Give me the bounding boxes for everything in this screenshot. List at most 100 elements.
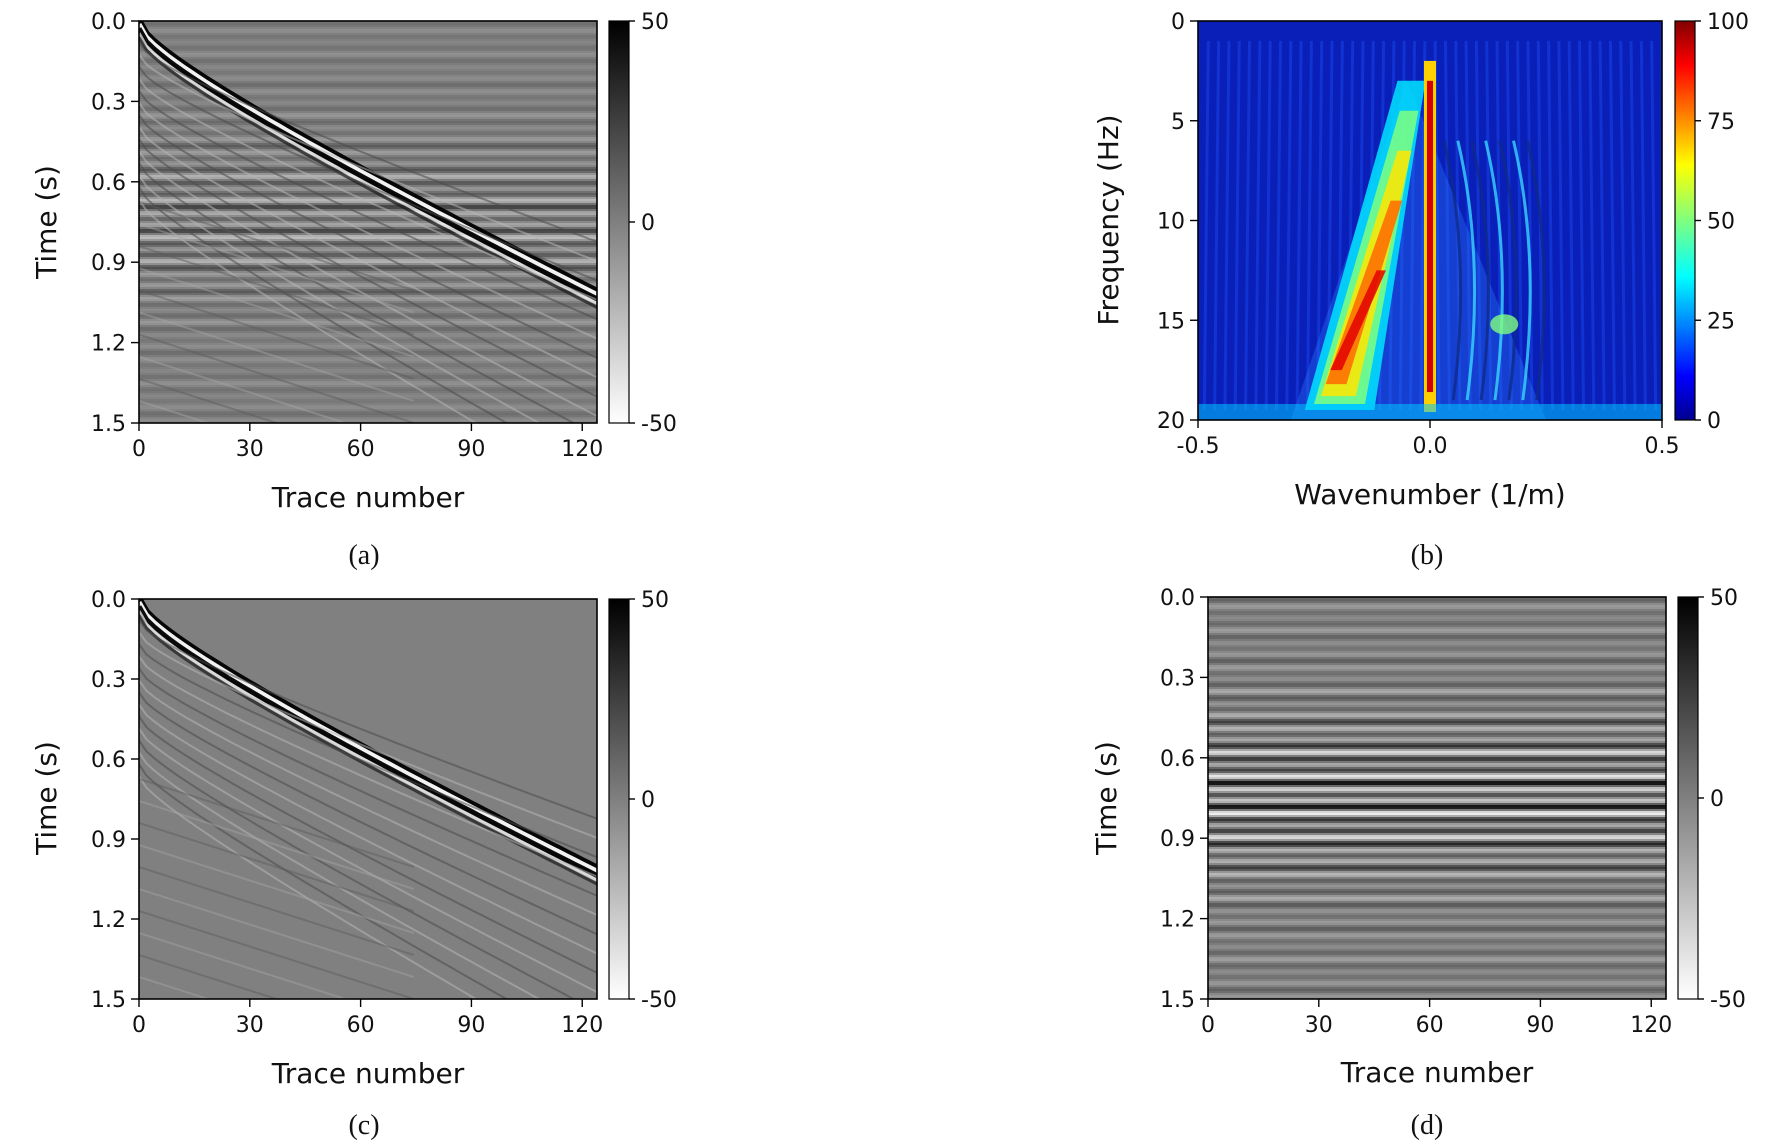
fk-texture-42 — [1629, 40, 1637, 411]
noise-band-d-3 — [1208, 603, 1666, 606]
fk-texture-5 — [1244, 40, 1252, 411]
noise-band-a-36 — [139, 93, 597, 96]
direct-wave-event-c-1 — [139, 600, 597, 874]
noise-band-d-147 — [1208, 891, 1666, 894]
y-tick-label-a-3: 0.9 — [91, 251, 126, 276]
noise-band-a-21 — [139, 63, 597, 66]
noise-band-d-127 — [1208, 851, 1666, 854]
weak-event-a-9 — [139, 150, 597, 417]
noise-band-a-37 — [139, 95, 597, 98]
noise-band-d-125 — [1208, 847, 1666, 850]
noise-band-d-50 — [1208, 697, 1666, 700]
noise-band-a-157 — [139, 335, 597, 338]
noise-band-d-74 — [1208, 745, 1666, 748]
noise-band-d-109 — [1208, 815, 1666, 818]
noise-band-d-165 — [1208, 927, 1666, 930]
noise-band-d-54 — [1208, 705, 1666, 708]
noise-band-d-123 — [1208, 843, 1666, 846]
noise-band-d-182 — [1208, 961, 1666, 964]
noise-band-d-58 — [1208, 713, 1666, 716]
noise-band-d-73 — [1208, 743, 1666, 746]
noise-band-a-7 — [139, 35, 597, 38]
noise-band-d-158 — [1208, 913, 1666, 916]
weak-event-c-5 — [139, 679, 597, 916]
noise-band-d-37 — [1208, 671, 1666, 674]
noise-band-a-155 — [139, 331, 597, 334]
noise-band-d-11 — [1208, 619, 1666, 622]
noise-band-a-0 — [139, 21, 597, 24]
noise-band-a-17 — [139, 55, 597, 58]
noise-band-d-122 — [1208, 841, 1666, 844]
noise-band-a-44 — [139, 109, 597, 112]
noise-band-d-143 — [1208, 883, 1666, 886]
fk-texture-43 — [1639, 40, 1647, 411]
noise-band-a-123 — [139, 267, 597, 270]
noise-band-d-134 — [1208, 865, 1666, 868]
noise-band-d-98 — [1208, 793, 1666, 796]
xlabel-a: Trace number — [271, 481, 465, 514]
fk-texture-9 — [1285, 40, 1293, 411]
x-tick-label-c-1: 30 — [236, 1013, 264, 1038]
weak-event-a-3 — [139, 78, 597, 301]
noise-band-a-87 — [139, 195, 597, 198]
noise-band-a-164 — [139, 349, 597, 352]
noise-band-d-13 — [1208, 623, 1666, 626]
colorbar-a-ticks: 50 0 -50 — [629, 10, 677, 437]
noise-band-a-131 — [139, 283, 597, 286]
noise-band-d-194 — [1208, 985, 1666, 988]
direct-wave-event-c-3 — [139, 610, 597, 882]
noise-band-a-84 — [139, 189, 597, 192]
noise-band-d-39 — [1208, 675, 1666, 678]
fk-energy-wedge-4 — [1330, 270, 1386, 371]
noise-band-d-135 — [1208, 867, 1666, 870]
x-tick-label-b-1: 0.0 — [1413, 434, 1448, 459]
plot-b-ticks: -0.5 0.0 0.5 0 5 10 15 20 — [1157, 10, 1680, 459]
noise-band-a-14 — [139, 49, 597, 52]
noise-band-a-150 — [139, 321, 597, 324]
scatter-event-a-7 — [139, 355, 349, 423]
x-tick-label-a-1: 30 — [236, 437, 264, 462]
noise-band-d-84 — [1208, 765, 1666, 768]
fk-texture-7 — [1264, 40, 1272, 411]
noise-band-d-110 — [1208, 817, 1666, 820]
noise-band-d-95 — [1208, 787, 1666, 790]
noise-band-a-27 — [139, 75, 597, 78]
noise-band-a-162 — [139, 345, 597, 348]
fk-texture-37 — [1578, 40, 1586, 411]
x-tick-label-d-0: 0 — [1201, 1013, 1215, 1038]
fk-texture-1 — [1202, 40, 1210, 411]
noise-band-d-52 — [1208, 701, 1666, 704]
noise-band-d-61 — [1208, 719, 1666, 722]
caption-c: (c) — [348, 1110, 379, 1141]
noise-band-a-56 — [139, 133, 597, 136]
scatter-event-a-1 — [139, 223, 415, 314]
noise-band-d-69 — [1208, 735, 1666, 738]
noise-band-d-106 — [1208, 809, 1666, 812]
colorbar-b-ticks: 100 75 50 25 0 — [1695, 10, 1749, 434]
weak-event-a-11 — [139, 174, 542, 423]
noise-band-a-69 — [139, 159, 597, 162]
scatter-event-a-9 — [139, 399, 211, 423]
fk-texture-8 — [1274, 40, 1282, 411]
xlabel-b: Wavenumber (1/m) — [1294, 478, 1565, 511]
noise-band-d-115 — [1208, 827, 1666, 830]
noise-band-a-35 — [139, 91, 597, 94]
noise-band-d-152 — [1208, 901, 1666, 904]
noise-band-d-96 — [1208, 789, 1666, 792]
noise-band-d-33 — [1208, 663, 1666, 666]
colorbar-b — [1674, 20, 1696, 421]
plot-a-frame — [138, 20, 598, 424]
noise-band-d-31 — [1208, 659, 1666, 662]
noise-band-a-64 — [139, 149, 597, 152]
noise-band-a-1 — [139, 23, 597, 26]
noise-band-a-71 — [139, 163, 597, 166]
noise-band-d-43 — [1208, 683, 1666, 686]
noise-band-a-151 — [139, 323, 597, 326]
noise-band-a-63 — [139, 147, 597, 150]
cbar-tick-label-b-1: 75 — [1707, 110, 1735, 135]
noise-band-d-7 — [1208, 611, 1666, 614]
x-tick-label-c-4: 120 — [561, 1013, 603, 1038]
weak-event-a-1 — [139, 53, 597, 263]
noise-band-d-121 — [1208, 839, 1666, 842]
noise-band-a-169 — [139, 359, 597, 362]
